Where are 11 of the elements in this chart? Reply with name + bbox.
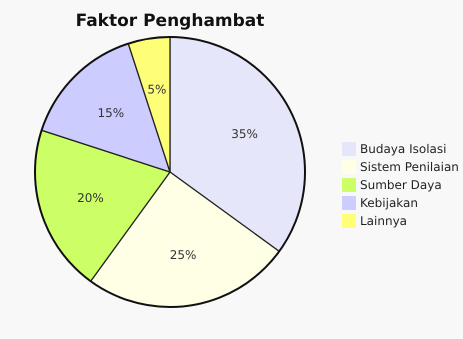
legend-label: Lainnya	[360, 214, 408, 228]
legend-label: Kebijakan	[360, 196, 418, 210]
legend-label: Sistem Penilaian	[360, 160, 459, 174]
data-label: 35%	[231, 127, 258, 142]
data-label: 15%	[97, 106, 124, 120]
legend-label: Budaya Isolasi	[360, 142, 446, 156]
data-label: 20%	[77, 191, 104, 206]
data-label: 25%	[170, 248, 196, 262]
data-label: 5%	[147, 82, 166, 97]
chart-title: Faktor Penghambat	[76, 11, 264, 31]
legend-label: Sumber Daya	[360, 178, 442, 192]
